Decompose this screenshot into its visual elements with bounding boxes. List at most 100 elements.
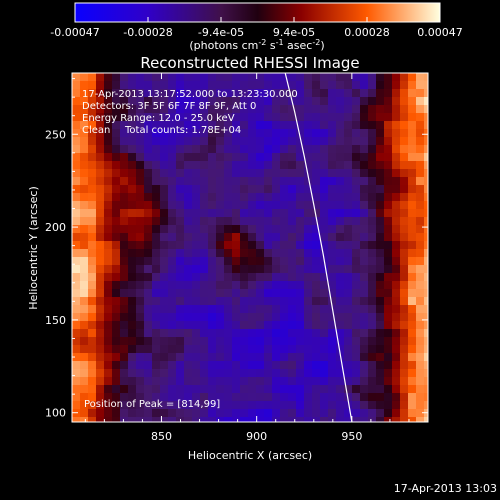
heatmap-cell	[352, 121, 361, 130]
heatmap-cell	[280, 313, 289, 322]
heatmap-cell	[200, 145, 209, 154]
heatmap-cell	[168, 281, 177, 290]
heatmap-cell	[384, 113, 393, 122]
heatmap-cell	[72, 177, 81, 186]
heatmap-cell	[144, 369, 153, 378]
heatmap-cell	[416, 337, 425, 346]
heatmap-cell	[120, 409, 129, 418]
heatmap-cell	[344, 289, 353, 298]
heatmap-cell	[168, 337, 177, 346]
heatmap-cell	[384, 329, 393, 338]
heatmap-cell	[408, 337, 417, 346]
x-axis-ticks: 850 900 950	[84, 73, 410, 443]
heatmap-cell	[416, 385, 425, 394]
heatmap-cell	[360, 369, 369, 378]
heatmap-cell	[312, 89, 321, 98]
heatmap-cell	[352, 129, 361, 138]
heatmap-cell	[152, 73, 161, 82]
heatmap-cell	[184, 249, 193, 258]
heatmap-cell	[104, 257, 113, 266]
heatmap-cell	[200, 289, 209, 298]
heatmap-cell	[328, 289, 337, 298]
heatmap-cell	[248, 105, 257, 114]
heatmap-cell	[232, 313, 241, 322]
heatmap-cell	[136, 233, 145, 242]
heatmap-cell	[144, 409, 153, 418]
heatmap-cell	[304, 337, 313, 346]
heatmap-cell	[184, 257, 193, 266]
heatmap-cell	[192, 209, 201, 218]
heatmap-cell	[408, 89, 417, 98]
heatmap-cell	[168, 321, 177, 330]
heatmap-cell	[192, 281, 201, 290]
heatmap-cell	[72, 113, 81, 122]
heatmap-cell	[152, 417, 161, 422]
heatmap-cell	[424, 329, 428, 338]
heatmap-cell	[104, 81, 113, 90]
heatmap-cell	[200, 353, 209, 362]
heatmap-cell	[272, 233, 281, 242]
heatmap-cell	[416, 129, 425, 138]
heatmap-cell	[408, 209, 417, 218]
heatmap-cell	[96, 169, 105, 178]
heatmap-cell	[208, 265, 217, 274]
heatmap-cell	[288, 385, 297, 394]
heatmap-cell	[392, 169, 401, 178]
heatmap-cell	[248, 241, 257, 250]
heatmap-cell	[88, 129, 97, 138]
heatmap-cell	[312, 217, 321, 226]
heatmap-cell	[352, 97, 361, 106]
heatmap-cell	[232, 281, 241, 290]
heatmap-cell	[248, 265, 257, 274]
heatmap-cell	[328, 337, 337, 346]
heatmap-cell	[240, 145, 249, 154]
heatmap-cell	[376, 337, 385, 346]
heatmap-cell	[344, 281, 353, 290]
heatmap-cell	[400, 105, 409, 114]
heatmap-cell	[376, 129, 385, 138]
heatmap-cell	[216, 145, 225, 154]
heatmap-cell	[376, 137, 385, 146]
heatmap-cell	[160, 201, 169, 210]
heatmap-cell	[88, 417, 97, 422]
heatmap-cell	[376, 281, 385, 290]
heatmap-cell	[80, 409, 89, 418]
heatmap-cell	[328, 401, 337, 410]
heatmap-cell	[184, 113, 193, 122]
heatmap-cell	[384, 225, 393, 234]
heatmap-cell	[128, 401, 137, 410]
heatmap-cell	[208, 417, 217, 422]
heatmap-cell	[304, 409, 313, 418]
heatmap-cell	[272, 273, 281, 282]
heatmap-cell	[216, 201, 225, 210]
heatmap-cell	[368, 353, 377, 362]
heatmap-cell	[160, 265, 169, 274]
heatmap-cell	[136, 73, 145, 82]
heatmap-cell	[352, 137, 361, 146]
heatmap-cell	[320, 409, 329, 418]
heatmap-cell	[272, 241, 281, 250]
heatmap-cell	[424, 209, 428, 218]
heatmap-cell	[200, 217, 209, 226]
heatmap-cell	[224, 233, 233, 242]
heatmap-cell	[216, 169, 225, 178]
heatmap-cell	[168, 377, 177, 386]
heatmap-cell	[272, 89, 281, 98]
heatmap-cell	[248, 177, 257, 186]
heatmap-cell	[304, 401, 313, 410]
heatmap-cell	[160, 153, 169, 162]
heatmap-cell	[176, 81, 185, 90]
heatmap-cell	[248, 217, 257, 226]
heatmap-cell	[104, 89, 113, 98]
heatmap-cell	[312, 225, 321, 234]
heatmap-cell	[208, 297, 217, 306]
heatmap-cell	[112, 321, 121, 330]
heatmap-cell	[200, 105, 209, 114]
heatmap-cell	[328, 273, 337, 282]
heatmap-cell	[264, 217, 273, 226]
heatmap-cell	[136, 145, 145, 154]
heatmap-cell	[200, 81, 209, 90]
heatmap-cell	[192, 249, 201, 258]
heatmap-cell	[104, 161, 113, 170]
heatmap-cell	[208, 369, 217, 378]
